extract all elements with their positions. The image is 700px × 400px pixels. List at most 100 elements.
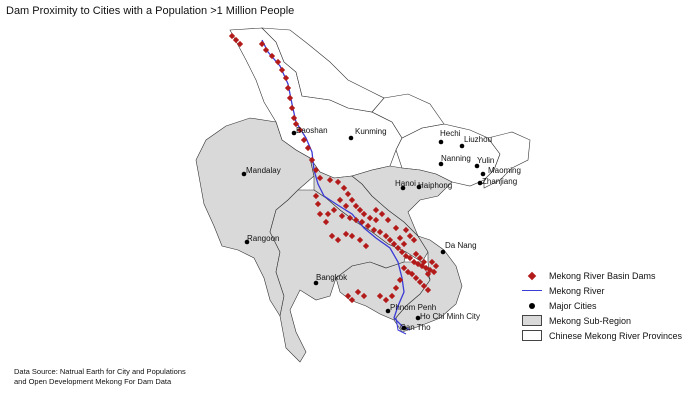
city-kunming[interactable]: Kunming xyxy=(348,127,387,141)
dam-marker[interactable] xyxy=(388,292,396,300)
city-yulin[interactable]: Yulin xyxy=(474,156,495,169)
chinese-provinces xyxy=(229,27,531,189)
city-label-mandalay: Mandalay xyxy=(246,166,281,175)
city-label-zhanjiang: Zhanjiang xyxy=(482,177,517,186)
city-label-bangkok: Bangkok xyxy=(316,273,348,282)
city-label-rangoon: Rangoon xyxy=(247,234,279,243)
city-dot-icon xyxy=(415,315,421,321)
dam-marker[interactable] xyxy=(382,296,390,304)
dam-marker[interactable] xyxy=(420,282,428,290)
city-hanoi[interactable]: Hanoi xyxy=(395,179,416,191)
dam-marker[interactable] xyxy=(430,268,438,276)
city-dot-icon xyxy=(477,180,483,186)
dam-marker[interactable] xyxy=(432,262,440,270)
city-dot-icon xyxy=(474,163,480,169)
data-source-note: Data Source: Natrual Earth for City and … xyxy=(14,367,186,387)
city-baoshan[interactable]: Baoshan xyxy=(291,126,328,136)
dam-marker[interactable] xyxy=(404,268,412,276)
city-nanning[interactable]: Nanning xyxy=(438,154,471,167)
city-maoming[interactable]: Maoming xyxy=(480,166,521,177)
city-label-nanning: Nanning xyxy=(441,154,471,163)
dam-marker[interactable] xyxy=(354,288,362,296)
dam-marker[interactable] xyxy=(228,32,236,40)
city-dot-icon xyxy=(385,308,391,314)
city-dot-icon xyxy=(416,184,422,190)
city-haiphong[interactable]: Haiphong xyxy=(416,181,453,190)
city-label-ho-chi-minh: Ho Chi Minh City xyxy=(420,312,480,321)
dam-marker[interactable] xyxy=(348,296,356,304)
city-dot-icon xyxy=(241,171,247,177)
city-label-hechi: Hechi xyxy=(440,129,461,138)
dam-marker[interactable] xyxy=(420,258,428,266)
map-legend: Mekong River Basin Dams Mekong River Maj… xyxy=(521,268,682,343)
city-label-baoshan: Baoshan xyxy=(296,126,328,135)
cambodia xyxy=(335,261,431,321)
dam-marker[interactable] xyxy=(392,284,400,292)
city-bangkok[interactable]: Bangkok xyxy=(313,273,348,286)
city-label-phnom-penh: Phnom Penh xyxy=(390,303,436,312)
city-dot-icon xyxy=(401,325,407,331)
city-dot-icon xyxy=(438,139,444,145)
dam-diamond-icon xyxy=(521,270,543,282)
city-label-yulin: Yulin xyxy=(477,156,494,165)
legend-label: Mekong River Basin Dams xyxy=(549,270,656,281)
guizhou-province xyxy=(371,93,445,139)
legend-label: Mekong River xyxy=(549,285,605,296)
dam-marker[interactable] xyxy=(360,292,368,300)
source-line-1: Data Source: Natrual Earth for City and … xyxy=(14,367,186,376)
dam-marker[interactable] xyxy=(428,258,436,266)
dam-marker[interactable] xyxy=(400,264,408,272)
guangdong-province xyxy=(483,131,531,189)
legend-label: Chinese Mekong River Provinces xyxy=(549,330,683,341)
city-can-tho[interactable]: Can Tho xyxy=(400,323,431,332)
legend-item-river: Mekong River xyxy=(521,283,682,298)
city-rangoon[interactable]: Rangoon xyxy=(244,234,280,245)
legend-item-subregion: Mekong Sub-Region xyxy=(521,313,682,328)
river-line-icon xyxy=(521,285,543,297)
legend-item-dams: Mekong River Basin Dams xyxy=(521,268,682,283)
legend-label: Major Cities xyxy=(549,300,597,311)
dam-marker[interactable] xyxy=(424,270,432,278)
city-hechi[interactable]: Hechi xyxy=(438,129,461,145)
city-label-kunming: Kunming xyxy=(355,127,387,136)
city-label-liuzhou: Liuzhou xyxy=(464,135,492,144)
city-dot-icon xyxy=(348,135,354,141)
city-ho-chi-minh[interactable]: Ho Chi Minh City xyxy=(415,312,480,321)
vietnam-north xyxy=(351,165,453,237)
city-markers: Kunming Baoshan Hechi Liuzhou Nanning Yu… xyxy=(241,126,521,332)
city-phnom-penh[interactable]: Phnom Penh xyxy=(385,303,437,314)
legend-item-chinese-provinces: Chinese Mekong River Provinces xyxy=(521,328,682,343)
dam-marker[interactable] xyxy=(236,40,244,48)
city-dot-icon xyxy=(521,300,543,312)
city-dot-icon xyxy=(291,130,297,136)
city-liuzhou[interactable]: Liuzhou xyxy=(459,135,492,149)
dam-marker[interactable] xyxy=(232,36,240,44)
myanmar xyxy=(195,117,315,317)
city-da-nang[interactable]: Da Nang xyxy=(440,241,477,255)
subregion-swatch-icon xyxy=(521,315,543,327)
mekong-river-branch xyxy=(395,317,407,335)
city-dot-icon xyxy=(438,161,444,167)
dam-marker[interactable] xyxy=(396,276,404,284)
city-label-maoming: Maoming xyxy=(488,166,521,175)
dam-marker[interactable] xyxy=(416,278,424,286)
city-label-can-tho: Can Tho xyxy=(400,323,431,332)
mekong-subregion xyxy=(195,117,463,363)
dam-marker[interactable] xyxy=(376,292,384,300)
city-dot-icon xyxy=(313,280,319,286)
city-label-da-nang: Da Nang xyxy=(445,241,477,250)
city-zhanjiang[interactable]: Zhanjiang xyxy=(477,177,517,186)
city-dot-icon xyxy=(440,249,446,255)
dam-marker[interactable] xyxy=(412,274,420,282)
dam-marker[interactable] xyxy=(344,292,352,300)
city-label-hanoi: Hanoi xyxy=(395,179,416,188)
map-title: Dam Proximity to Cities with a Populatio… xyxy=(6,5,295,17)
city-label-haiphong: Haiphong xyxy=(418,181,452,190)
province-swatch-icon xyxy=(521,330,543,342)
source-line-2: and Open Development Mekong For Dam Data xyxy=(14,377,172,386)
city-mandalay[interactable]: Mandalay xyxy=(241,166,281,177)
city-dot-icon xyxy=(400,185,406,191)
dam-marker[interactable] xyxy=(424,286,432,294)
sichuan-edge xyxy=(261,27,385,113)
